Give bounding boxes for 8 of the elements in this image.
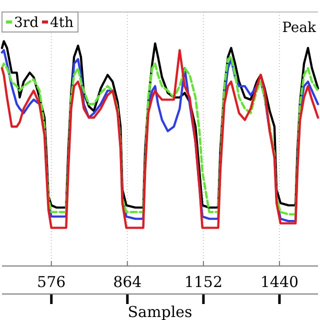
- text: Peak: [282, 20, 317, 36]
- legend-label: 3rd: [14, 15, 39, 31]
- x-axis-title: Samples: [128, 303, 192, 320]
- legend-label: 4th: [50, 15, 74, 31]
- x-tick-label: 1440: [260, 273, 299, 291]
- x-tick-label: 576: [37, 273, 66, 291]
- x-tick-label: 1152: [184, 273, 223, 291]
- x-tick-label: 864: [113, 273, 142, 291]
